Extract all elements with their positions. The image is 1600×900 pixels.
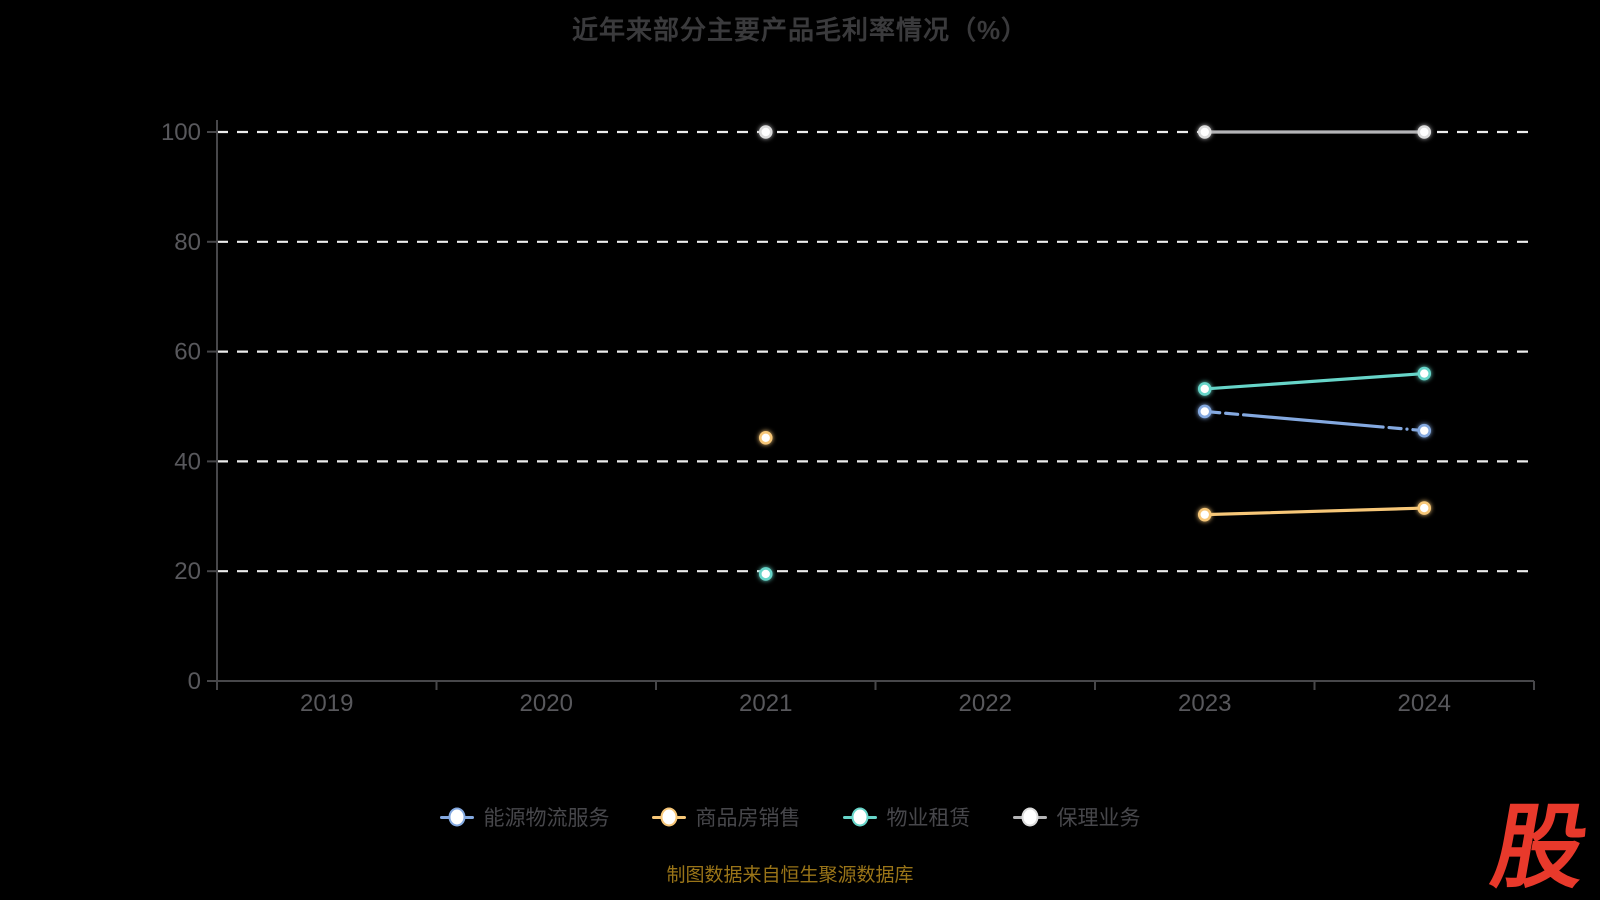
series-line-能源物流服务 [1203, 409, 1426, 433]
legend-item-保理业务[interactable]: 保理业务 [1012, 802, 1141, 832]
legend-item-物业租赁[interactable]: 物业租赁 [842, 802, 971, 832]
source-note: 制图数据来自恒生聚源数据库 [666, 865, 914, 886]
series-point-能源物流服务 [1417, 423, 1432, 438]
legend-label: 物业租赁 [886, 807, 971, 830]
legend: 能源物流服务 商品房销售 物业租赁 保理业务 [0, 802, 1580, 832]
legend-dot [660, 807, 677, 827]
y-axis-label: 80 [174, 229, 201, 256]
y-axis-label: 60 [174, 339, 201, 366]
legend-label: 保理业务 [1056, 807, 1141, 830]
legend-dot [448, 807, 465, 827]
legend-label: 商品房销售 [695, 807, 801, 830]
series-point-物业租赁 [758, 567, 773, 581]
y-axis-label: 100 [161, 119, 201, 146]
series-point-物业租赁 [1417, 366, 1432, 381]
series-point-保理业务 [1417, 125, 1432, 139]
y-axis-label: 20 [174, 558, 201, 585]
chart-title: 近年来部分主要产品毛利率情况（%） [571, 15, 1029, 45]
series-point-商品房销售 [1417, 501, 1432, 515]
y-axis-label: 40 [174, 448, 201, 475]
legend-marker-icon [651, 807, 686, 827]
x-axis-label: 2023 [1178, 690, 1231, 717]
x-axis-label: 2022 [959, 690, 1012, 717]
x-axis-label: 2024 [1398, 690, 1451, 717]
x-axis-label: 2020 [520, 690, 573, 717]
series-point-保理业务 [758, 125, 773, 139]
legend-marker-icon [439, 807, 474, 827]
x-axis-label: 2021 [739, 690, 792, 717]
legend-item-能源物流服务[interactable]: 能源物流服务 [439, 802, 610, 832]
series-point-商品房销售 [1197, 507, 1212, 522]
series-line-物业租赁 [1203, 371, 1426, 391]
series-point-商品房销售 [758, 430, 773, 445]
legend-marker-icon [842, 807, 877, 827]
series-point-能源物流服务 [1197, 404, 1212, 419]
series-point-物业租赁 [1197, 382, 1212, 396]
series-line-商品房销售 [1203, 506, 1426, 517]
legend-marker-icon [1012, 807, 1047, 827]
legend-label: 能源物流服务 [483, 807, 610, 830]
x-axis-label: 2019 [300, 690, 353, 717]
legend-item-商品房销售[interactable]: 商品房销售 [651, 802, 801, 832]
legend-dot [1021, 807, 1038, 827]
logo-gu: 股 [1484, 794, 1596, 900]
legend-dot [851, 807, 868, 827]
y-axis-label: 0 [188, 668, 201, 695]
series-point-保理业务 [1197, 125, 1212, 139]
